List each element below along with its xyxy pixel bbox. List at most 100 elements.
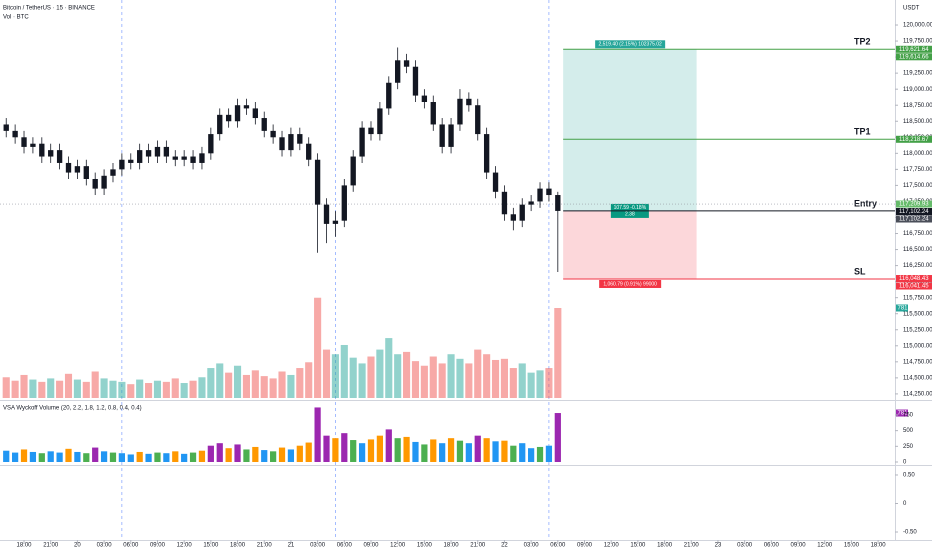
volume-bar (127, 384, 135, 398)
x-tick-label: 18:00 (230, 543, 246, 549)
volume-bar (403, 351, 411, 398)
y-tick-label: 115,000.00 (903, 343, 932, 349)
candle-body (208, 134, 214, 154)
candle-body (181, 156, 187, 160)
y-tick-label: 116,500.00 (903, 247, 932, 253)
y-tick-label: 118,750.00 (903, 103, 932, 109)
volume-bar (82, 381, 90, 398)
candle-body (270, 130, 276, 138)
wyckoff-bar (181, 453, 188, 462)
volume-bar (225, 372, 233, 398)
candle-body (421, 95, 428, 103)
candle-body (537, 188, 543, 202)
candle-body (555, 195, 561, 211)
candle-body (172, 156, 178, 160)
wyckoff-bar (456, 440, 464, 462)
candle-body (475, 105, 481, 135)
volume-title: Vol · BTC (3, 15, 29, 21)
volume-bar (20, 374, 28, 398)
volume-bar (385, 338, 393, 398)
volume-bar (349, 357, 357, 398)
wyckoff-bar (38, 453, 45, 462)
volume-bar (358, 363, 366, 398)
candle-body (377, 108, 383, 135)
y-tick-label: 119,250.00 (903, 71, 932, 77)
wyckoff-bar (501, 440, 508, 462)
volume-bar (491, 359, 500, 398)
wyckoff-bar (403, 436, 410, 462)
x-tick-label: 21:00 (684, 543, 700, 549)
x-tick-label: 21:00 (470, 543, 486, 549)
wyckoff-bar (145, 453, 152, 462)
candle-body (297, 134, 303, 144)
y-tick-label: 115,750.00 (903, 295, 932, 301)
volume-bar (465, 363, 473, 398)
level-label: TP2 (854, 37, 871, 47)
volume-bar (509, 368, 517, 398)
wyckoff-bar (29, 451, 37, 462)
candle-body (217, 114, 223, 135)
price-tag-label: 119,614.66 (899, 54, 929, 60)
volume-bar (376, 349, 384, 398)
volume-bar (242, 374, 250, 398)
oscillator-tick-label: 0.50 (903, 473, 915, 479)
candle-body (457, 98, 463, 125)
candle-body (12, 130, 18, 138)
volume-bar (109, 380, 117, 398)
volume-bar (136, 379, 144, 398)
candle-body (412, 66, 419, 96)
x-tick-label: 15:00 (203, 543, 219, 549)
wyckoff-bar (216, 443, 223, 462)
target-tag (595, 40, 666, 49)
wyckoff-bar (270, 451, 277, 462)
volume-bar (145, 383, 153, 398)
price-tag-label: 119,621.64 (899, 47, 929, 53)
y-tick-label: 116,750.00 (903, 231, 932, 237)
candle-body (439, 124, 445, 147)
volume-bar (2, 377, 10, 398)
wyckoff-bar (12, 452, 19, 462)
wyckoff-bar (127, 454, 134, 462)
candle-body (163, 146, 170, 157)
volume-bar (296, 368, 304, 398)
wyckoff-bar (323, 435, 330, 462)
y-tick-label: 115,500.00 (903, 311, 932, 317)
volume-bar (500, 358, 508, 398)
x-tick-label: 20 (74, 543, 81, 549)
volume-bar (233, 365, 242, 398)
volume-bar (73, 379, 81, 398)
y-tick-label: 118,000.00 (903, 151, 932, 157)
volume-bar (269, 378, 277, 398)
wyckoff-bar (474, 435, 481, 462)
wyckoff-bar (118, 453, 125, 462)
oscillator-tick-label: -0.50 (903, 530, 917, 536)
wyckoff-bar (243, 449, 250, 462)
candle-body (501, 191, 508, 215)
volume-bar (29, 379, 37, 398)
wyckoff-bar (136, 451, 143, 462)
x-tick-label: 03:00 (524, 543, 540, 549)
wyckoff-bar (109, 452, 117, 462)
price-tag (896, 200, 932, 208)
wyckoff-bar (3, 450, 10, 462)
candle-body (368, 127, 374, 135)
target-label: 2,519.40 (2.15%) 102375.02 (598, 42, 662, 48)
y-tick-label: 114,250.00 (903, 391, 932, 397)
wyckoff-bar (528, 448, 535, 462)
y-tick-label: 116,000.00 (903, 279, 932, 285)
wyckoff-bar (100, 451, 108, 462)
price-tag (896, 282, 932, 290)
candle-body (306, 143, 312, 160)
candle-body (261, 118, 267, 131)
volume-bar (100, 378, 108, 398)
wyckoff-bar (225, 448, 232, 462)
volume-bar (171, 378, 179, 398)
volume-bar (189, 380, 197, 398)
candle-body (56, 150, 63, 163)
wyckoff-bar (278, 447, 286, 462)
candle-body (448, 124, 454, 147)
volume-bar (545, 368, 553, 398)
candle-body (128, 159, 134, 163)
